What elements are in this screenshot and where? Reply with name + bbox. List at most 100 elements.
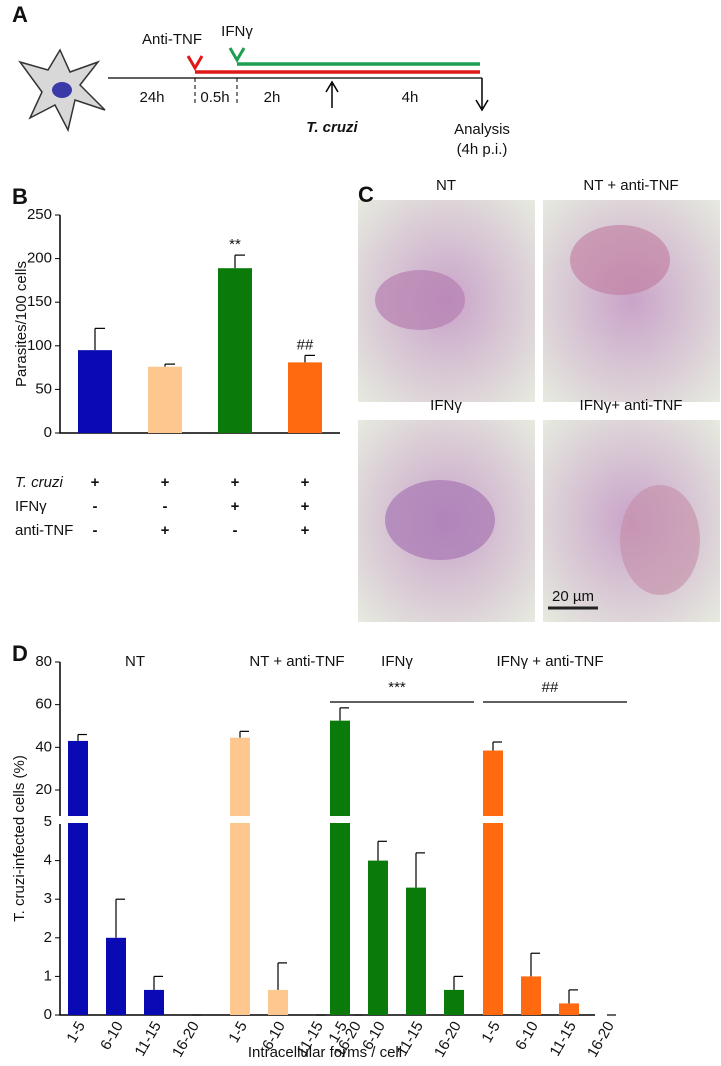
group-label: IFNγ bbox=[381, 653, 413, 670]
panel-label: C bbox=[358, 182, 374, 207]
group-label: NT + anti-TNF bbox=[249, 653, 344, 670]
analysis-label: (4h p.i.) bbox=[457, 141, 508, 158]
x-tick-label: 6-10 bbox=[512, 1018, 542, 1053]
micrograph-title: IFNγ+ anti-TNF bbox=[580, 397, 683, 414]
y-tick-label: 2 bbox=[44, 929, 52, 946]
x-tick-label: 16-20 bbox=[169, 1018, 203, 1060]
group-label: IFNγ + anti-TNF bbox=[496, 653, 603, 670]
bar bbox=[218, 268, 252, 433]
cell-blob bbox=[620, 485, 700, 595]
bar bbox=[268, 989, 288, 1015]
significance-label: ## bbox=[297, 336, 314, 353]
ifn-arrow bbox=[228, 47, 246, 63]
micrograph-title: NT bbox=[436, 177, 456, 194]
y-tick-label: 1 bbox=[44, 967, 52, 984]
x-tick-label: 1-5 bbox=[225, 1018, 251, 1045]
x-tick-label: 1-5 bbox=[63, 1018, 89, 1045]
bar bbox=[559, 1003, 579, 1015]
y-tick-label: 0 bbox=[44, 1006, 52, 1023]
x-axis-label: Intracellular forms / cell bbox=[248, 1044, 402, 1061]
treatment-row-label: anti-TNF bbox=[15, 522, 73, 539]
y-tick-label: 20 bbox=[35, 781, 52, 798]
y-tick-label: 50 bbox=[35, 380, 52, 397]
bar bbox=[483, 750, 503, 1015]
cell-blob bbox=[375, 270, 465, 330]
treatment-label: IFNγ bbox=[221, 23, 253, 40]
bar bbox=[444, 989, 464, 1015]
treatment-mark: + bbox=[231, 498, 240, 515]
scale-bar-label: 20 µm bbox=[552, 588, 594, 605]
x-tick-label: 1-5 bbox=[478, 1018, 504, 1045]
treatment-mark: + bbox=[231, 474, 240, 491]
x-tick-label: 6-10 bbox=[97, 1018, 127, 1053]
y-tick-label: 40 bbox=[35, 738, 52, 755]
axis bbox=[59, 662, 595, 1016]
anti-tnf-arrow bbox=[186, 55, 204, 71]
bar bbox=[368, 860, 388, 1015]
x-tick-label: 16-20 bbox=[584, 1018, 618, 1060]
cell-blob bbox=[570, 225, 670, 295]
bar bbox=[521, 976, 541, 1015]
treatment-mark: + bbox=[161, 474, 170, 491]
y-tick-label: 0 bbox=[44, 424, 52, 441]
y-axis-label: Parasites/100 cells bbox=[13, 261, 30, 387]
y-axis-label: T. cruzi-infected cells (%) bbox=[11, 755, 28, 922]
x-tick-label: 11-15 bbox=[394, 1018, 427, 1059]
y-tick-label: 4 bbox=[44, 852, 52, 869]
significance-label: ## bbox=[542, 679, 559, 696]
y-tick-label: 3 bbox=[44, 890, 52, 907]
infection-arrow bbox=[325, 80, 339, 108]
treatment-mark: + bbox=[91, 474, 100, 491]
bar bbox=[106, 937, 126, 1015]
panel-label: D bbox=[12, 641, 28, 666]
bar bbox=[330, 720, 350, 1015]
nucleus-icon bbox=[52, 82, 72, 98]
bar bbox=[144, 989, 164, 1015]
bar bbox=[78, 350, 112, 433]
treatment-mark: - bbox=[163, 498, 168, 515]
infection-label: T. cruzi bbox=[306, 119, 358, 136]
interval-label: 0.5h bbox=[200, 89, 229, 106]
interval-label: 2h bbox=[264, 89, 281, 106]
y-tick-label: 60 bbox=[35, 696, 52, 713]
significance-label: *** bbox=[388, 679, 406, 696]
x-tick-label: 11-15 bbox=[132, 1018, 165, 1059]
micrograph-group bbox=[358, 200, 720, 622]
bar bbox=[230, 737, 250, 1015]
y-tick-label: 5 bbox=[44, 813, 52, 830]
treatment-mark: - bbox=[233, 522, 238, 539]
y-tick-label: 80 bbox=[35, 653, 52, 670]
micrograph-title: IFNγ bbox=[430, 397, 462, 414]
treatment-mark: - bbox=[93, 522, 98, 539]
x-tick-label: 16-20 bbox=[431, 1018, 465, 1060]
axis-break bbox=[54, 816, 595, 823]
bar bbox=[406, 887, 426, 1015]
group-label: NT bbox=[125, 653, 145, 670]
treatment-row-label: T. cruzi bbox=[15, 474, 63, 491]
x-tick-label: 11-15 bbox=[547, 1018, 580, 1059]
bar bbox=[288, 362, 322, 433]
treatment-mark: + bbox=[301, 498, 310, 515]
treatment-mark: + bbox=[301, 522, 310, 539]
significance-label: ** bbox=[229, 236, 241, 253]
panel-label: A bbox=[12, 2, 28, 27]
y-tick-label: 100 bbox=[27, 337, 52, 354]
analysis-label: Analysis bbox=[454, 121, 510, 138]
treatment-row-label: IFNγ bbox=[15, 498, 47, 515]
treatment-label: Anti-TNF bbox=[142, 31, 202, 48]
micrograph-title: NT + anti-TNF bbox=[583, 177, 678, 194]
bar bbox=[148, 366, 182, 433]
interval-label: 24h bbox=[139, 89, 164, 106]
y-tick-label: 150 bbox=[27, 293, 52, 310]
y-tick-label: 250 bbox=[27, 206, 52, 223]
interval-label: 4h bbox=[402, 89, 419, 106]
treatment-mark: - bbox=[93, 498, 98, 515]
panel-label: B bbox=[12, 184, 28, 209]
analysis-arrow bbox=[475, 78, 489, 112]
treatment-mark: + bbox=[301, 474, 310, 491]
bar bbox=[68, 740, 88, 1015]
y-tick-label: 200 bbox=[27, 250, 52, 267]
cell-blob bbox=[385, 480, 495, 560]
treatment-mark: + bbox=[161, 522, 170, 539]
